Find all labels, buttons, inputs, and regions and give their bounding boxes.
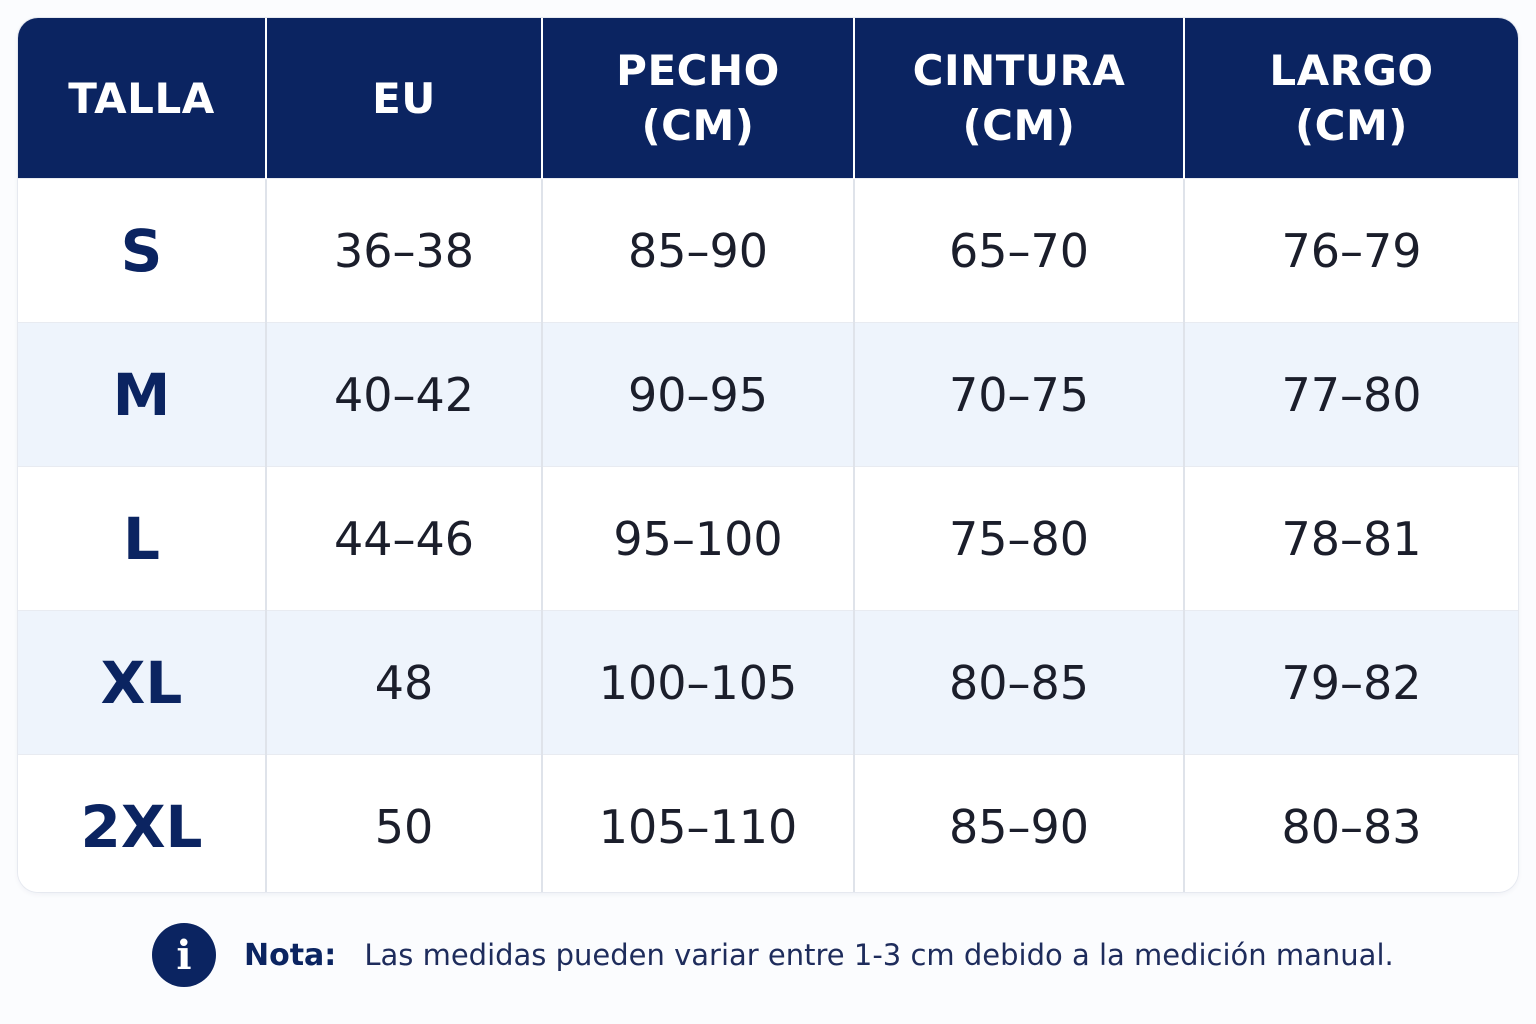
largo-cell: 76–79 <box>1183 178 1518 323</box>
header-talla: TALLA <box>18 18 266 179</box>
measurement-note: i Nota: Las medidas pueden variar entre … <box>152 922 1394 988</box>
table-row: S 36–38 85–90 65–70 76–79 <box>18 178 1518 323</box>
table-row: 2XL 50 105–110 85–90 80–83 <box>18 754 1518 892</box>
header-pecho: PECHO (CM) <box>541 18 854 179</box>
eu-cell: 44–46 <box>265 466 542 611</box>
header-row: TALLA EU PECHO (CM) CINTURA (CM) LARGO (… <box>18 18 1518 179</box>
largo-cell: 80–83 <box>1183 754 1518 892</box>
size-cell: L <box>18 466 266 611</box>
info-icon: i <box>152 923 216 987</box>
eu-cell: 50 <box>265 754 542 892</box>
cintura-cell: 70–75 <box>853 322 1184 467</box>
header-unit: (CM) <box>962 101 1076 150</box>
header-label: PECHO <box>616 46 780 95</box>
header-cintura: CINTURA (CM) <box>853 18 1184 179</box>
eu-cell: 48 <box>265 610 542 755</box>
size-chart-card: TALLA EU PECHO (CM) CINTURA (CM) LARGO (… <box>18 18 1518 892</box>
note-text: Las medidas pueden variar entre 1-3 cm d… <box>364 938 1394 972</box>
size-cell: S <box>18 178 266 323</box>
size-cell: 2XL <box>18 754 266 892</box>
header-largo: LARGO (CM) <box>1183 18 1518 179</box>
cintura-cell: 80–85 <box>853 610 1184 755</box>
pecho-cell: 90–95 <box>541 322 854 467</box>
header-unit: (CM) <box>1294 101 1408 150</box>
header-eu: EU <box>265 18 542 179</box>
size-chart-table: TALLA EU PECHO (CM) CINTURA (CM) LARGO (… <box>18 18 1518 892</box>
header-label: LARGO <box>1269 46 1434 95</box>
pecho-cell: 95–100 <box>541 466 854 611</box>
cintura-cell: 85–90 <box>853 754 1184 892</box>
size-cell: XL <box>18 610 266 755</box>
table-row: M 40–42 90–95 70–75 77–80 <box>18 322 1518 467</box>
note-label: Nota: <box>244 937 337 973</box>
header-label: EU <box>372 73 436 123</box>
cintura-cell: 75–80 <box>853 466 1184 611</box>
pecho-cell: 85–90 <box>541 178 854 323</box>
pecho-cell: 100–105 <box>541 610 854 755</box>
largo-cell: 78–81 <box>1183 466 1518 611</box>
eu-cell: 36–38 <box>265 178 542 323</box>
header-label: TALLA <box>68 73 215 123</box>
table-row: XL 48 100–105 80–85 79–82 <box>18 610 1518 755</box>
largo-cell: 77–80 <box>1183 322 1518 467</box>
eu-cell: 40–42 <box>265 322 542 467</box>
table-row: L 44–46 95–100 75–80 78–81 <box>18 466 1518 611</box>
header-label: CINTURA <box>912 46 1126 95</box>
size-cell: M <box>18 322 266 467</box>
pecho-cell: 105–110 <box>541 754 854 892</box>
cintura-cell: 65–70 <box>853 178 1184 323</box>
header-unit: (CM) <box>641 101 755 150</box>
largo-cell: 79–82 <box>1183 610 1518 755</box>
